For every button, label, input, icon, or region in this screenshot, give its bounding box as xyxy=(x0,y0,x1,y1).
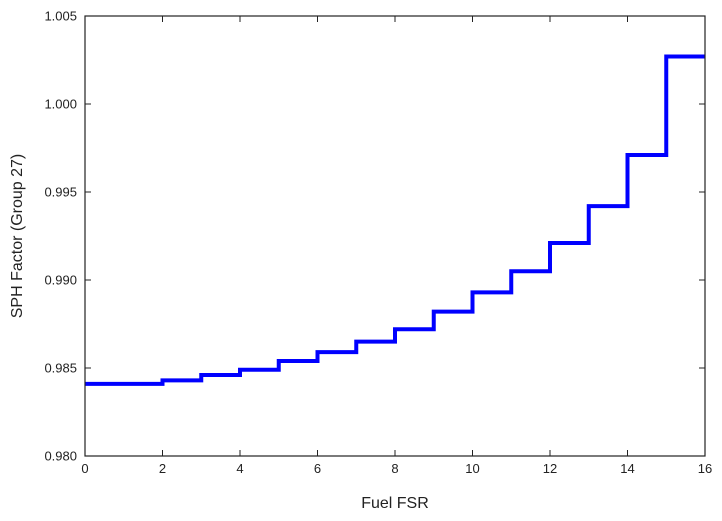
plot-frame xyxy=(84,15,706,457)
x-tick-label: 16 xyxy=(698,461,712,476)
x-tick-label: 0 xyxy=(81,461,88,476)
y-tick-label: 0.985 xyxy=(44,361,77,376)
series-line xyxy=(85,54,705,386)
x-tick-label: 14 xyxy=(620,461,634,476)
y-axis-label: SPH Factor (Group 27) xyxy=(9,154,26,319)
x-tick-label: 8 xyxy=(391,461,398,476)
y-tick-label: 0.995 xyxy=(44,185,77,200)
y-tick-label: 1.005 xyxy=(44,9,77,24)
x-tick-label: 2 xyxy=(159,461,166,476)
y-tick-label: 0.980 xyxy=(44,449,77,464)
y-tick-label: 0.990 xyxy=(44,273,77,288)
y-tick-label: 1.000 xyxy=(44,97,77,112)
x-tick-label: 12 xyxy=(543,461,557,476)
series xyxy=(85,54,705,386)
x-tick-label: 4 xyxy=(236,461,243,476)
x-tick-label: 10 xyxy=(465,461,479,476)
y-ticks: 0.980 0.985 0.990 0.995 1.000 1.005 xyxy=(44,9,705,464)
plot-area xyxy=(85,16,705,456)
x-axis-label: Fuel FSR xyxy=(361,495,429,512)
x-tick-label: 6 xyxy=(314,461,321,476)
